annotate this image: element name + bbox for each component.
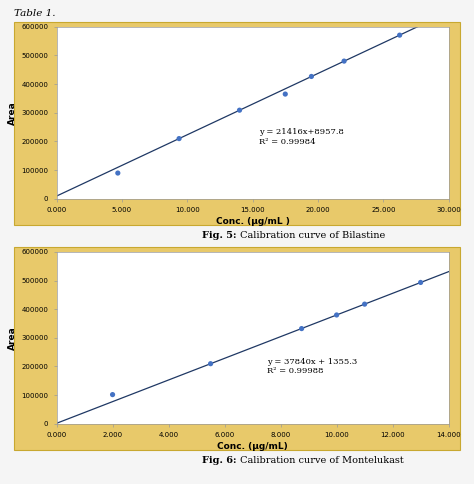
Point bbox=[236, 106, 243, 114]
Y-axis label: Area: Area bbox=[8, 101, 17, 124]
Text: Fig. 5:: Fig. 5: bbox=[202, 231, 237, 241]
Point bbox=[396, 31, 403, 39]
Text: Calibration curve of Bilastine: Calibration curve of Bilastine bbox=[237, 231, 385, 241]
X-axis label: Conc. (μg/mL): Conc. (μg/mL) bbox=[217, 442, 288, 451]
Text: Calibration curve of Montelukast: Calibration curve of Montelukast bbox=[237, 456, 404, 466]
Point bbox=[340, 57, 348, 65]
Point bbox=[333, 311, 340, 319]
Point bbox=[207, 360, 214, 367]
Point bbox=[175, 135, 183, 142]
Text: Fig. 6:: Fig. 6: bbox=[202, 456, 237, 466]
Point bbox=[308, 73, 315, 80]
Point bbox=[109, 391, 116, 398]
Point bbox=[298, 325, 305, 333]
Point bbox=[282, 90, 289, 98]
Y-axis label: Area: Area bbox=[8, 326, 17, 349]
Point bbox=[417, 279, 424, 287]
Text: y = 21416x+8957.8
R² = 0.99984: y = 21416x+8957.8 R² = 0.99984 bbox=[259, 128, 344, 146]
Text: y = 37840x + 1355.3
R² = 0.99988: y = 37840x + 1355.3 R² = 0.99988 bbox=[266, 358, 357, 375]
Text: Table 1.: Table 1. bbox=[14, 9, 56, 18]
Point bbox=[114, 169, 122, 177]
Point bbox=[361, 300, 368, 308]
X-axis label: Conc. (μg/mL ): Conc. (μg/mL ) bbox=[216, 217, 290, 226]
